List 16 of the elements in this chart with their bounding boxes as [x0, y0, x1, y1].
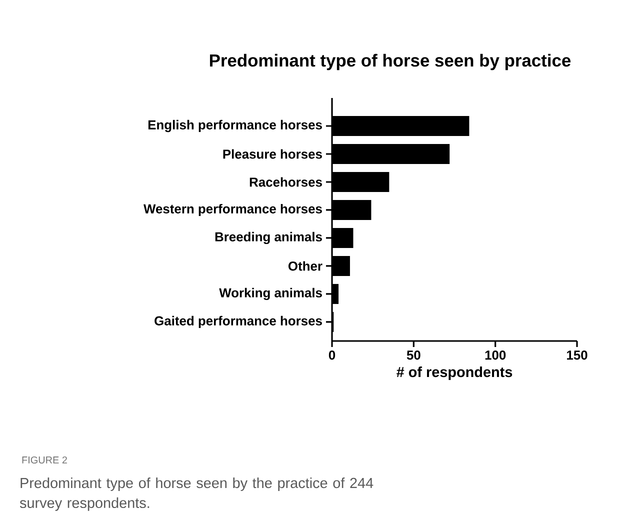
- y-tick-label: Pleasure horses: [223, 149, 322, 159]
- y-tick-label: Other: [288, 261, 322, 271]
- x-tick-label: 50: [406, 350, 420, 360]
- x-tick-label: 100: [485, 350, 506, 360]
- y-tick-label: Working animals: [219, 288, 322, 300]
- x-tick-label: 0: [328, 350, 336, 360]
- chart-title: Predominant type of horse seen by practice: [210, 54, 571, 70]
- text: Predominant type of horse seen by the practice of 244 survey respondents.: [20, 478, 374, 511]
- y-tick-label: English performance horses: [148, 120, 322, 132]
- x-axis-title: # of respondents: [396, 366, 512, 380]
- y-tick-label: Racehorses: [250, 177, 322, 187]
- caption: FIGURE 2: [22, 456, 67, 464]
- y-tick-label: Breeding animals: [215, 232, 322, 244]
- x-tick-label: 150: [567, 350, 588, 360]
- y-tick-label: Gaited performance horses: [154, 316, 322, 328]
- y-tick-label: Western performance horses: [144, 204, 322, 216]
